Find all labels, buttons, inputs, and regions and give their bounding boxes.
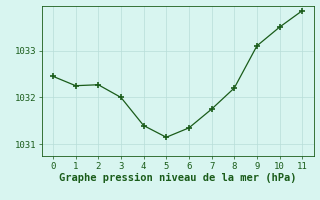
X-axis label: Graphe pression niveau de la mer (hPa): Graphe pression niveau de la mer (hPa)	[59, 173, 296, 183]
